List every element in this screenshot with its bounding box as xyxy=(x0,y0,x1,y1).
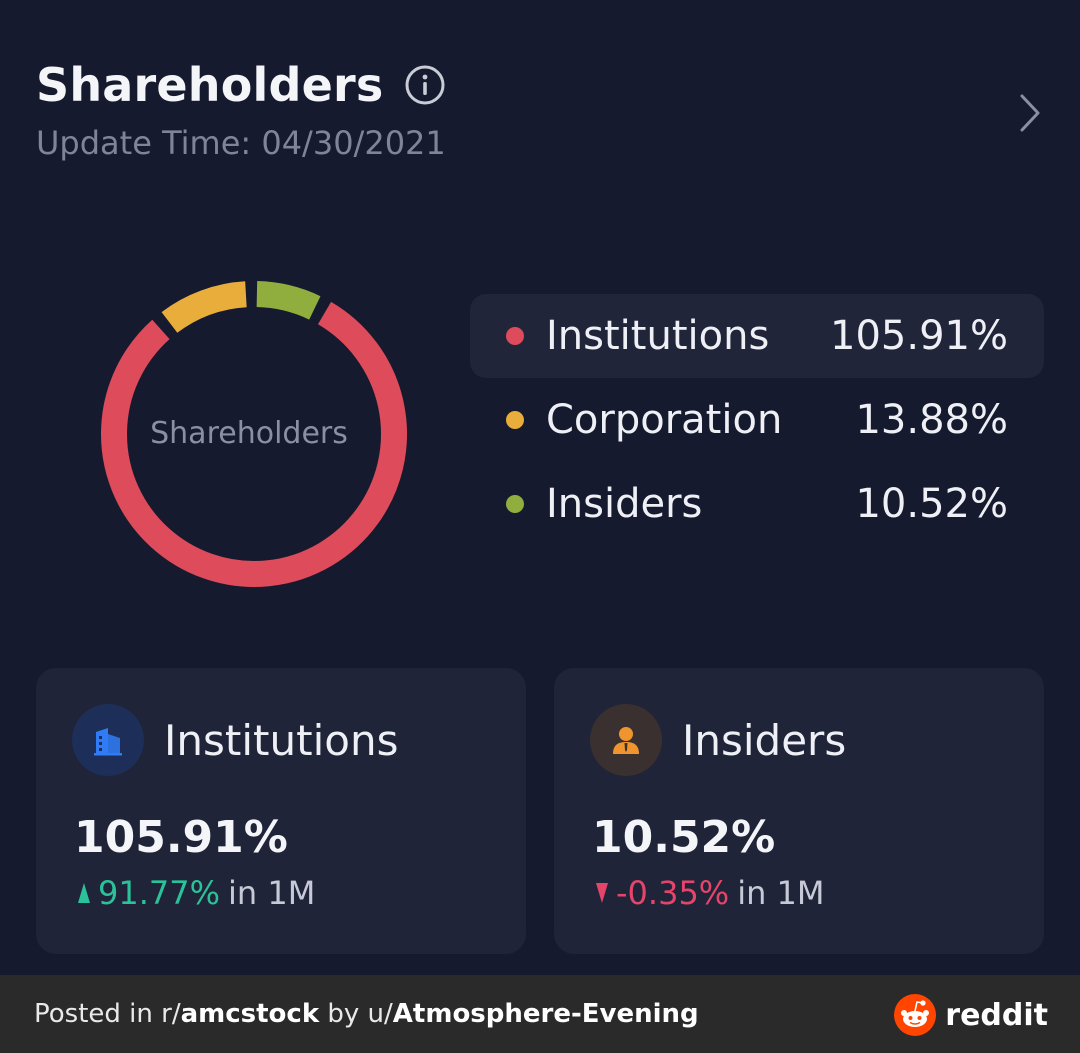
shareholders-donut-chart xyxy=(101,281,407,587)
donut-center-label: Shareholders xyxy=(150,416,348,451)
person-icon xyxy=(590,704,662,776)
subreddit-link[interactable]: amcstock xyxy=(180,999,320,1029)
building-icon xyxy=(72,704,144,776)
page-title: Shareholders xyxy=(36,58,384,112)
change-value: -0.35% xyxy=(616,874,730,912)
change-period: in 1M xyxy=(228,874,316,912)
legend-dot xyxy=(506,411,524,429)
institutions-change: 91.77% in 1M xyxy=(76,874,315,912)
legend-dot xyxy=(506,495,524,513)
posted-in-text: Posted in r/ xyxy=(34,999,181,1029)
institutions-value: 105.91% xyxy=(74,812,288,863)
chevron-right-icon[interactable] xyxy=(1016,92,1044,134)
card-title: Institutions xyxy=(164,715,399,765)
change-value: 91.77% xyxy=(98,874,221,912)
chart-legend: Institutions 105.91% Corporation 13.88% … xyxy=(470,294,1044,546)
insiders-change: -0.35% in 1M xyxy=(594,874,825,912)
card-title: Insiders xyxy=(682,715,847,765)
donut-slice-corporation[interactable] xyxy=(161,281,248,333)
legend-item-corporation[interactable]: Corporation 13.88% xyxy=(470,378,1044,462)
legend-label: Insiders xyxy=(546,481,703,527)
legend-value: 13.88% xyxy=(855,397,1008,443)
donut-slice-insiders[interactable] xyxy=(256,281,321,320)
legend-item-insiders[interactable]: Insiders 10.52% xyxy=(470,462,1044,546)
reddit-footer: Posted in r/amcstock by u/Atmosphere-Eve… xyxy=(0,975,1080,1053)
legend-value: 10.52% xyxy=(855,481,1008,527)
insiders-card[interactable]: Insiders 10.52% -0.35% in 1M xyxy=(554,668,1044,954)
donut-slice-institutions[interactable] xyxy=(101,301,407,587)
insiders-value: 10.52% xyxy=(592,812,776,863)
by-text: by u/ xyxy=(319,999,393,1029)
info-icon[interactable] xyxy=(404,64,446,106)
shareholders-header: Shareholders Update Time: 04/30/2021 xyxy=(36,58,1046,178)
arrow-up-icon xyxy=(78,883,90,903)
legend-item-institutions[interactable]: Institutions 105.91% xyxy=(470,294,1044,378)
change-period: in 1M xyxy=(737,874,825,912)
legend-label: Corporation xyxy=(546,397,783,443)
post-attribution: Posted in r/amcstock by u/Atmosphere-Eve… xyxy=(34,999,699,1029)
reddit-logo[interactable]: reddit xyxy=(893,993,1048,1037)
reddit-wordmark: reddit xyxy=(945,997,1048,1033)
legend-value: 105.91% xyxy=(830,313,1008,359)
update-time: Update Time: 04/30/2021 xyxy=(36,124,446,162)
legend-dot xyxy=(506,327,524,345)
arrow-down-icon xyxy=(596,883,608,903)
user-link[interactable]: Atmosphere-Evening xyxy=(392,999,699,1029)
institutions-card[interactable]: Institutions 105.91% 91.77% in 1M xyxy=(36,668,526,954)
legend-label: Institutions xyxy=(546,313,770,359)
reddit-icon xyxy=(894,994,937,1036)
